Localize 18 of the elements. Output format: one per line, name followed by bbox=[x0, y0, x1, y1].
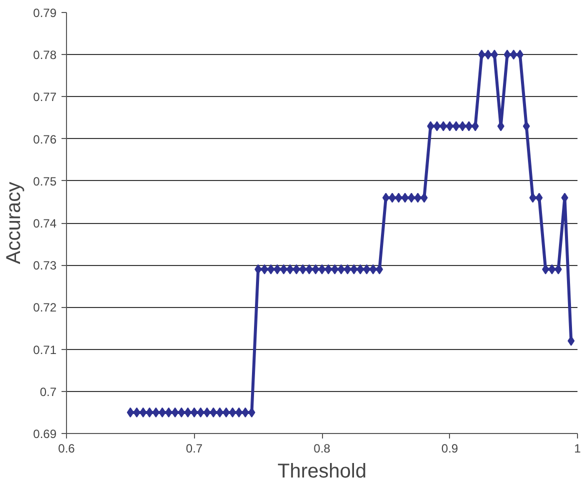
y-axis-title: Accuracy bbox=[3, 182, 26, 264]
x-tick-label: 0.8 bbox=[314, 442, 331, 456]
y-tick-label: 0.71 bbox=[33, 342, 57, 357]
x-tick-label: 1 bbox=[574, 442, 582, 456]
y-tick-label: 0.76 bbox=[33, 132, 57, 146]
y-tick-label: 0.69 bbox=[33, 427, 57, 441]
y-tick-label: 0.7 bbox=[40, 384, 57, 399]
x-tick-label: 0.9 bbox=[441, 442, 458, 456]
y-tick-label: 0.75 bbox=[33, 174, 57, 188]
y-tick-label: 0.72 bbox=[33, 300, 57, 315]
y-tick-label: 0.74 bbox=[33, 216, 57, 230]
y-tick-label: 0.79 bbox=[33, 6, 57, 20]
x-axis-title: Threshold bbox=[278, 460, 366, 482]
y-tick-label: 0.77 bbox=[33, 90, 57, 104]
x-tick-label: 0.7 bbox=[186, 442, 203, 456]
y-tick-label: 0.78 bbox=[33, 48, 57, 62]
y-tick-label: 0.73 bbox=[33, 258, 57, 273]
x-tick-label: 0.6 bbox=[58, 442, 76, 456]
